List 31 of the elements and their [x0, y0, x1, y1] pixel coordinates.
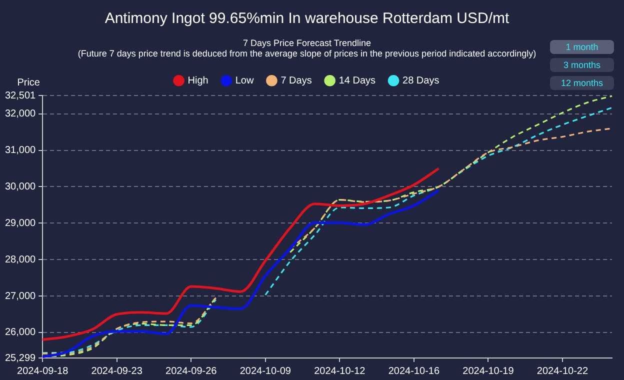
y-tick-label: 29,000 [4, 218, 36, 229]
legend-label: Low [235, 75, 254, 86]
x-tick-label: 2024-09-23 [91, 366, 143, 377]
y-tick-label: 31,000 [4, 145, 36, 156]
y-tick-label: 28,000 [4, 254, 36, 266]
x-tick-label: 2024-09-18 [17, 366, 69, 377]
period-button[interactable]: 1 month [550, 40, 614, 54]
y-axis-title: Price [17, 77, 40, 88]
period-button[interactable]: 12 months [550, 76, 614, 90]
chart-subtitle: 7 Days Price Forecast Trendline [242, 38, 372, 48]
x-tick-label: 2024-10-22 [536, 366, 588, 377]
y-tick-label: 30,000 [4, 181, 36, 192]
legend-label: 28 Days [402, 75, 440, 86]
text: (Future 7 days price trend is deduced from the average slope of prices in the previous period indicated accordingly) [78, 48, 536, 59]
line-series [41, 167, 440, 341]
period-button[interactable]: 3 months [550, 58, 614, 72]
line-series [41, 189, 440, 358]
x-tick-label: 2024-10-19 [462, 366, 514, 377]
y-tick-label: 32,501 [4, 90, 36, 102]
legend-label: 14 Days [338, 75, 376, 86]
y-tick-label: 32,000 [4, 108, 36, 120]
legend-label: 7 Days [280, 75, 312, 86]
y-tick-label: 26,000 [4, 327, 36, 338]
x-tick-label: 2024-09-26 [166, 366, 218, 377]
y-tick-label: 27,000 [4, 290, 36, 302]
legend-label: High [188, 75, 208, 86]
y-tick-label: 25,299 [4, 352, 36, 364]
x-tick-label: 2024-10-12 [314, 366, 366, 377]
x-tick-label: 2024-10-09 [240, 366, 292, 377]
chart-title: Antimony Ingot 99.65%min In warehouse Rotterdam USD/mt [104, 10, 510, 28]
x-tick-label: 2024-10-16 [388, 366, 440, 377]
